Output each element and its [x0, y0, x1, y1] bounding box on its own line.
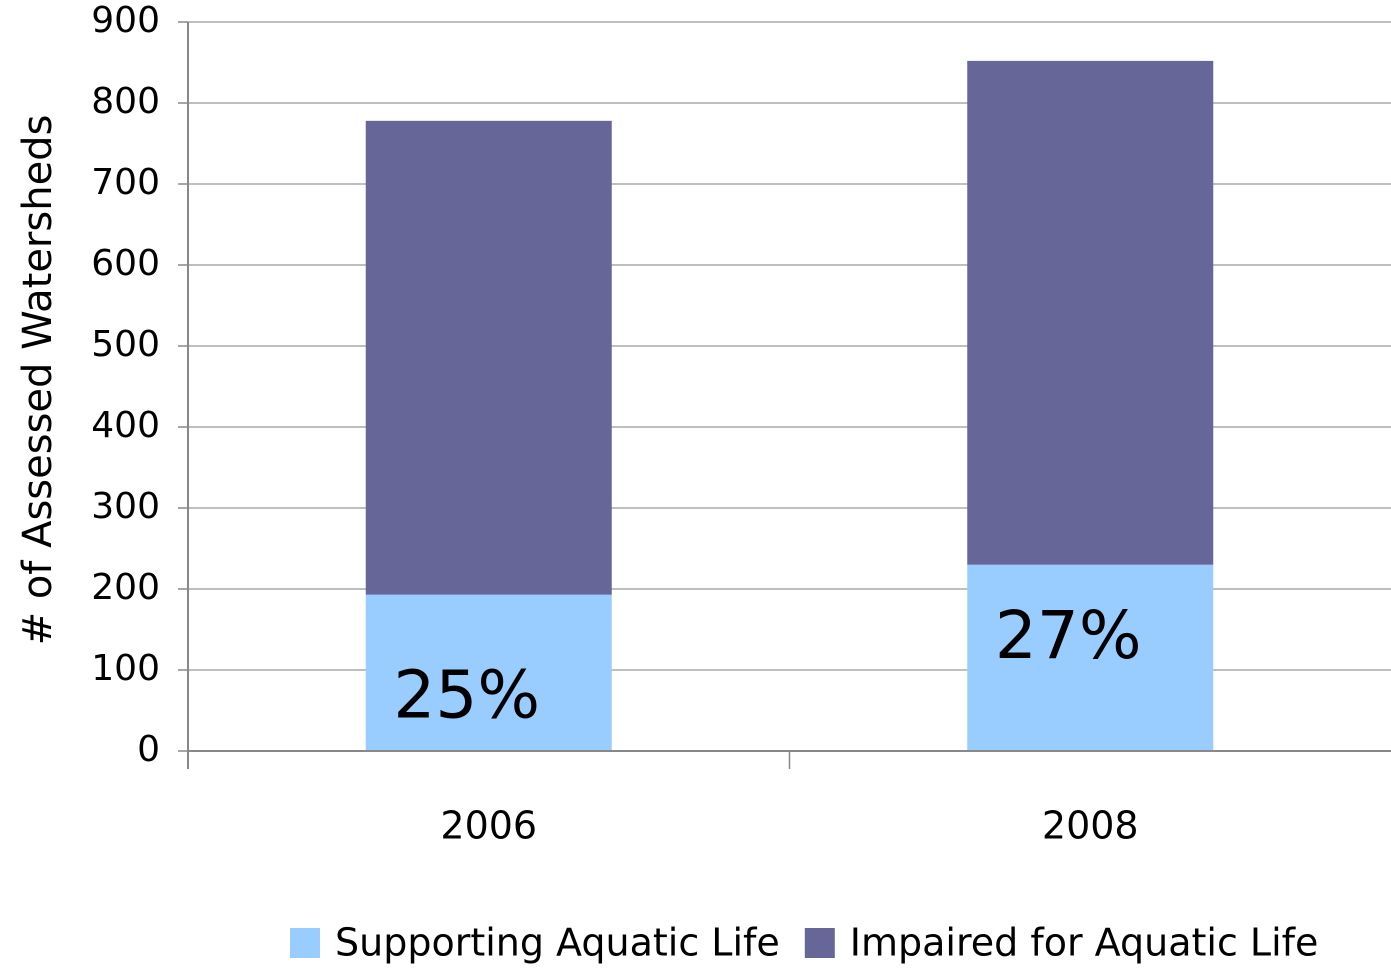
y-tick-label: 100 — [91, 648, 160, 689]
bar-segment — [365, 120, 612, 595]
y-tick-label: 900 — [91, 0, 160, 41]
y-tick-label: 800 — [91, 81, 160, 122]
y-tick-label: 700 — [91, 162, 160, 203]
bar-annotation: 25% — [393, 657, 540, 734]
y-axis-label: # of Assessed Watersheds — [15, 115, 61, 646]
legend-label: Supporting Aquatic Life — [335, 921, 780, 965]
x-tick-label: 2008 — [1042, 804, 1139, 848]
bar-annotation: 27% — [995, 597, 1142, 674]
x-tick-label: 2006 — [440, 804, 537, 848]
y-tick-label: 0 — [137, 729, 160, 770]
legend-label: Impaired for Aquatic Life — [850, 921, 1319, 965]
y-tick-label: 300 — [91, 486, 160, 527]
bar-segment — [365, 594, 612, 751]
legend-swatch — [804, 928, 835, 958]
y-tick-label: 400 — [91, 405, 160, 446]
bar-segment — [967, 60, 1214, 565]
legend-swatch — [290, 928, 320, 958]
bar-segment — [967, 564, 1214, 751]
y-tick-label: 200 — [91, 567, 160, 608]
y-tick-label: 500 — [91, 324, 160, 365]
y-tick-label: 600 — [91, 243, 160, 284]
